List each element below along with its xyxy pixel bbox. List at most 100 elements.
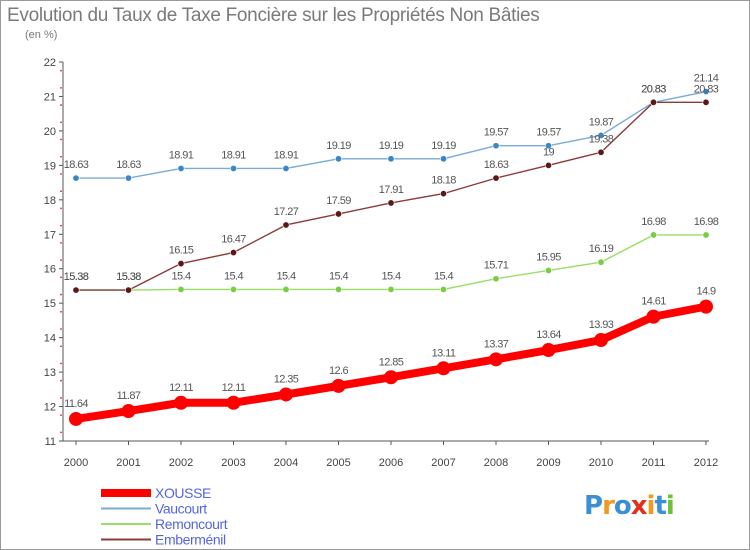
data-label: 16.47 [221,234,246,246]
x-tick-label: 2002 [169,457,193,469]
data-label: 13.37 [484,338,509,350]
x-tick-label: 2001 [116,457,140,469]
data-point [436,361,451,376]
y-minor-tick [60,379,62,382]
data-point [489,352,503,367]
data-point [699,299,713,314]
x-tick-label: 2006 [379,457,403,469]
data-point [544,161,552,169]
y-tick-label: 16 [44,264,56,276]
y-tick-label: 20 [44,126,56,138]
data-label: 15.38 [64,271,89,283]
data-point [597,131,605,139]
logo-letter: o [613,491,632,521]
data-label: 18.63 [64,159,89,171]
data-label: 19.19 [431,140,456,152]
data-label: 13.93 [589,319,614,331]
data-point [544,266,552,274]
y-minor-tick [60,207,62,210]
data-point [492,174,500,182]
data-point [69,411,83,426]
data-label: 19 [543,146,555,158]
data-point [282,221,290,229]
legend-label: Remoncourt [155,516,228,532]
data-label: 18.63 [484,159,509,171]
data-point [594,333,608,348]
y-minor-tick [60,431,62,434]
data-point [282,164,290,172]
logo-letter: i [665,491,675,521]
data-label: 19.19 [379,140,404,152]
data-label: 15.4 [224,270,243,282]
x-tick-label: 2009 [536,457,560,469]
data-label: 12.6 [329,365,348,377]
series-lines [69,88,713,426]
chart-title: Evolution du Taux de Taxe Foncière sur l… [7,5,540,26]
data-label: 15.4 [329,270,348,282]
y-tick-label: 21 [44,91,56,103]
x-tick-label: 2008 [484,457,508,469]
logo-letter: x [630,491,648,521]
data-point [279,387,293,402]
y-minor-tick [60,362,62,365]
logo-letter: i [646,491,656,521]
x-tick-label: 2012 [694,457,718,469]
y-minor-tick [60,138,62,141]
data-label: 18.63 [116,159,141,171]
y-tick-label: 17 [44,229,56,241]
data-label: 19.57 [484,127,509,139]
data-label: 18.18 [431,175,456,187]
proxiti-logo: Proxiti [584,491,675,521]
y-tick-label: 11 [45,436,56,448]
y-minor-tick [60,173,62,175]
data-label: 17.91 [379,184,404,196]
data-label: 16.19 [589,243,614,255]
data-label: 16.15 [169,245,194,257]
y-minor-tick [60,276,62,279]
y-minor-tick [60,414,62,417]
data-point [384,370,398,385]
data-point [334,210,342,218]
data-point [541,343,556,358]
legend-label: XOUSSE [155,485,211,501]
data-label: 11.64 [64,398,88,410]
legend-label: Vaucourt [155,501,207,517]
data-label: 21.14 [694,73,719,85]
data-label: 18.91 [221,149,246,161]
legend-label: Emberménil [155,532,226,548]
point-labels: 11.64 11.87 12.11 12.11 12.35 12.6 12.85 13.11 1… [64,73,720,410]
y-tick-label: 13 [44,367,56,379]
data-label: 14.61 [641,296,666,308]
data-point [334,155,342,163]
data-point [702,88,710,96]
y-minor-tick [60,345,62,348]
data-point [230,285,238,293]
data-label: 15.38 [116,271,141,283]
data-label: 15.4 [171,270,190,282]
data-label: 15.95 [536,251,561,263]
data-point [439,285,447,293]
y-minor-tick [60,69,62,72]
data-point [121,404,136,419]
x-tick-label: 2011 [642,457,666,469]
data-point [125,286,133,294]
data-label: 12.35 [274,373,299,385]
data-label: 15.38 [116,271,141,283]
series-line [76,101,706,291]
y-minor-tick [60,310,62,313]
data-point [230,249,238,257]
data-label: 20.83 [694,83,719,95]
data-label: 20.83 [641,83,666,95]
data-point [174,395,188,410]
y-tick-label: 19 [44,160,56,172]
data-point [544,142,552,150]
data-label: 17.59 [326,195,351,207]
data-point [492,142,500,150]
data-label: 15.71 [484,260,509,272]
data-point [439,155,447,163]
data-point [597,148,605,156]
data-point [387,155,395,163]
y-minor-tick [60,241,62,244]
